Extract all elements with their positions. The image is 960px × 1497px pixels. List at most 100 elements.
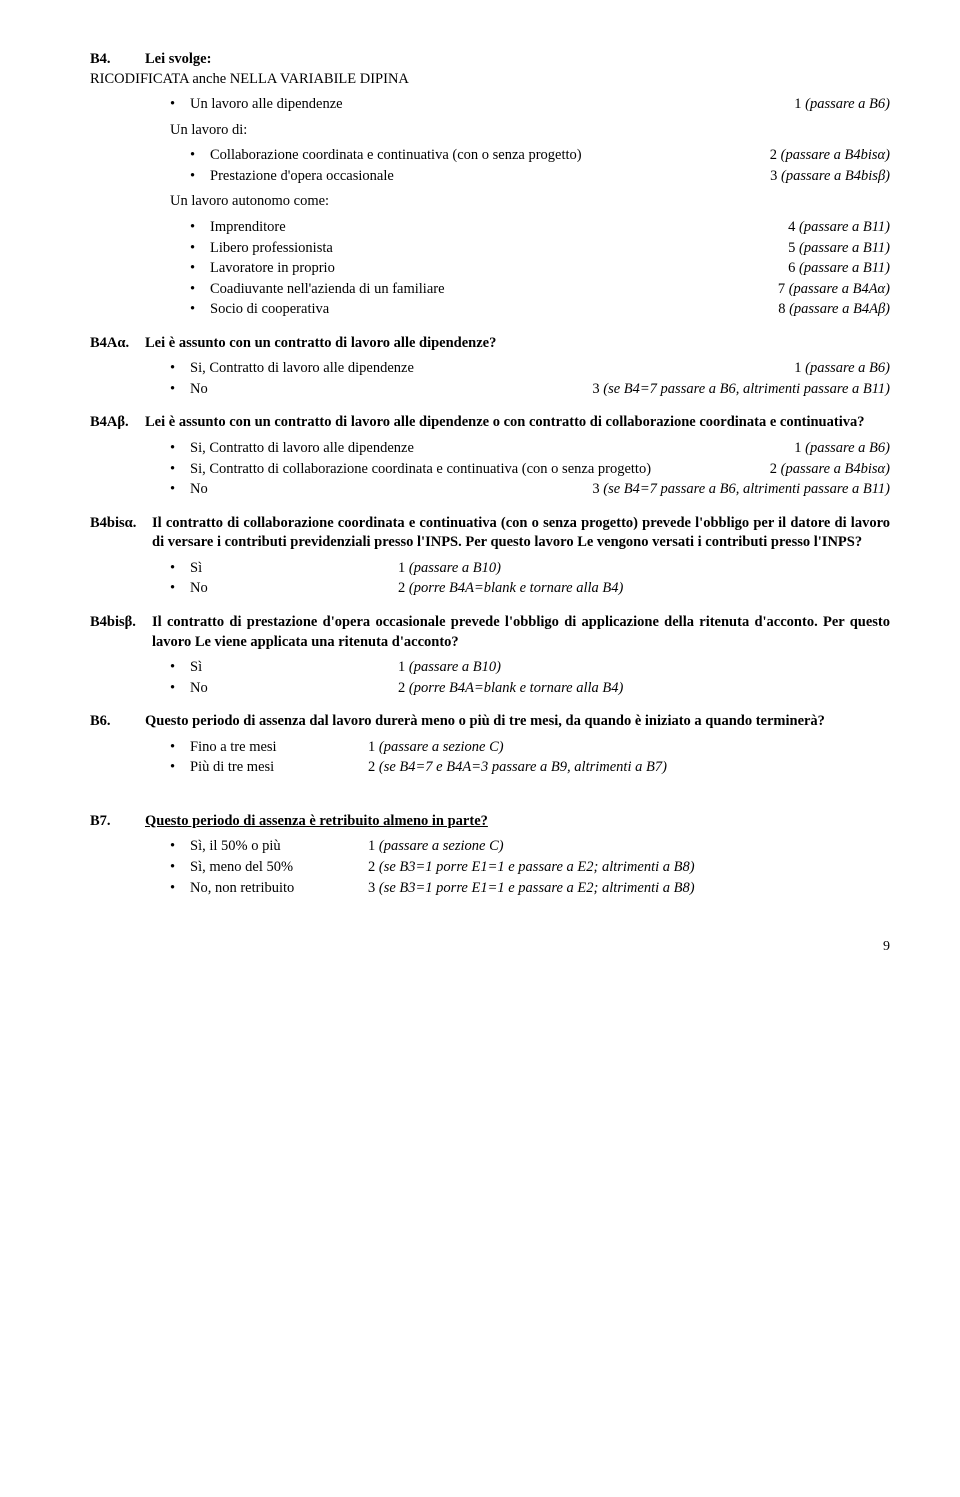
- opt-list: •Fino a tre mesi1 (passare a sezione C) …: [170, 738, 890, 778]
- q-head: B4. Lei svolge:: [90, 50, 890, 70]
- opt-label: Più di tre mesi: [190, 758, 368, 778]
- note: (se B3=1 porre E1=1 e passare a E2; altr…: [379, 859, 695, 875]
- bullet-icon: •: [190, 300, 210, 320]
- bullet-icon: •: [190, 259, 210, 279]
- opt-label: Fino a tre mesi: [190, 738, 368, 758]
- q-code: B4Aα.: [90, 334, 145, 354]
- opt-val: 1 (passare a B6): [794, 359, 890, 379]
- bullet-icon: •: [190, 167, 210, 187]
- bullet-icon: •: [190, 239, 210, 259]
- opt-val: 2 (se B4=7 e B4A=3 passare a B9, altrime…: [368, 758, 667, 778]
- bullet-icon: •: [170, 858, 190, 878]
- num: 1: [794, 96, 801, 112]
- num: 1: [368, 739, 375, 755]
- q-title: Questo periodo di assenza è retribuito a…: [145, 812, 488, 832]
- num: 1: [398, 659, 405, 675]
- opt-label: No: [190, 679, 398, 699]
- opt-lib: •Libero professionista5 (passare a B11): [190, 239, 890, 259]
- q-title: Lei è assunto con un contratto di lavoro…: [145, 334, 496, 354]
- note: (se B4=7 passare a B6, altrimenti passar…: [603, 381, 890, 397]
- num: 3: [592, 481, 599, 497]
- opt-lav: •Lavoratore in proprio6 (passare a B11): [190, 259, 890, 279]
- num: 8: [778, 301, 785, 317]
- opt-val: 1 (passare a sezione C): [368, 738, 504, 758]
- q-title: Il contratto di collaborazione coordinat…: [152, 514, 890, 553]
- bullet-icon: •: [170, 480, 190, 500]
- num: 1: [794, 360, 801, 376]
- opt-val: 2 (se B3=1 porre E1=1 e passare a E2; al…: [368, 858, 695, 878]
- bullet-icon: •: [190, 280, 210, 300]
- opt-coad: •Coadiuvante nell'azienda di un familiar…: [190, 280, 890, 300]
- note: (passare a B4bisα): [781, 461, 890, 477]
- opt-label: Imprenditore: [210, 218, 788, 238]
- note: (se B4=7 passare a B6, altrimenti passar…: [603, 481, 890, 497]
- num: 2: [770, 461, 777, 477]
- opt-val: 3 (se B3=1 porre E1=1 e passare a E2; al…: [368, 879, 695, 899]
- question-b4a-alpha: B4Aα. Lei è assunto con un contratto di …: [90, 334, 890, 400]
- q-head: B4bisα. Il contratto di collaborazione c…: [90, 514, 890, 553]
- q-code: B7.: [90, 812, 145, 832]
- note: (passare a B4bisα): [781, 147, 890, 163]
- num: 2: [398, 580, 405, 596]
- num: 3: [592, 381, 599, 397]
- opt-list: •Sì1 (passare a B10) •No2 (porre B4A=bla…: [170, 559, 890, 599]
- q-title: Lei è assunto con un contratto di lavoro…: [145, 413, 864, 433]
- bullet-icon: •: [170, 359, 190, 379]
- bullet-icon: •: [170, 758, 190, 778]
- opt-label: Si, Contratto di lavoro alle dipendenze: [190, 439, 794, 459]
- opt-label: Sì: [190, 658, 398, 678]
- opt-coll: • Collaborazione coordinata e continuati…: [190, 146, 890, 166]
- opt-label: Sì: [190, 559, 398, 579]
- note: (passare a B4bisβ): [781, 168, 890, 184]
- opt-no: •No2 (porre B4A=blank e tornare alla B4): [170, 579, 890, 599]
- question-b4bis-beta: B4bisβ. Il contratto di prestazione d'op…: [90, 613, 890, 698]
- opt-val: 1 (passare a B6): [794, 439, 890, 459]
- note: (passare a sezione C): [379, 838, 504, 854]
- opt-label: Libero professionista: [210, 239, 788, 259]
- note: (passare a B6): [805, 96, 890, 112]
- opt-label: No: [190, 579, 398, 599]
- num: 4: [788, 219, 795, 235]
- note: (passare a B10): [409, 560, 501, 576]
- opt-label: Prestazione d'opera occasionale: [210, 167, 770, 187]
- note: (passare a B6): [805, 440, 890, 456]
- opt-si: •Sì1 (passare a B10): [170, 658, 890, 678]
- q-head: B4Aα. Lei è assunto con un contratto di …: [90, 334, 890, 354]
- opt-label: No: [190, 380, 592, 400]
- opt-label: Sì, il 50% o più: [190, 837, 368, 857]
- bullet-icon: •: [170, 380, 190, 400]
- opt-no: •No2 (porre B4A=blank e tornare alla B4): [170, 679, 890, 699]
- note: (passare a B11): [799, 260, 890, 276]
- opt-si: •Si, Contratto di lavoro alle dipendenze…: [170, 439, 890, 459]
- opt-label: Collaborazione coordinata e continuativa…: [210, 146, 770, 166]
- opt-label: No: [190, 480, 592, 500]
- num: 2: [368, 759, 375, 775]
- opt-label: Coadiuvante nell'azienda di un familiare: [210, 280, 778, 300]
- note: (passare a B4Aβ): [789, 301, 890, 317]
- opt-no: •No3 (se B4=7 passare a B6, altrimenti p…: [170, 480, 890, 500]
- opt-label: Socio di cooperativa: [210, 300, 778, 320]
- opt-label: Si, Contratto di collaborazione coordina…: [190, 460, 770, 480]
- num: 2: [770, 147, 777, 163]
- opt-list: • Collaborazione coordinata e continuati…: [190, 146, 890, 186]
- q-head: B6. Questo periodo di assenza dal lavoro…: [90, 712, 890, 732]
- opt-val: 1 (passare a B6): [794, 95, 890, 115]
- opt-list: •Si, Contratto di lavoro alle dipendenze…: [170, 359, 890, 399]
- note: (porre B4A=blank e tornare alla B4): [409, 680, 624, 696]
- q-code: B4bisβ.: [90, 613, 152, 652]
- question-b4: B4. Lei svolge: RICODIFICATA anche NELLA…: [90, 50, 890, 320]
- opt-list: •Sì, il 50% o più1 (passare a sezione C)…: [170, 837, 890, 898]
- opt-list: •Imprenditore4 (passare a B11) •Libero p…: [190, 218, 890, 320]
- opt-val: 2 (porre B4A=blank e tornare alla B4): [398, 579, 623, 599]
- bullet-icon: •: [170, 837, 190, 857]
- q-head: B7. Questo periodo di assenza è retribui…: [90, 812, 890, 832]
- opt-si: •Sì1 (passare a B10): [170, 559, 890, 579]
- opt-label: Lavoratore in proprio: [210, 259, 788, 279]
- bullet-icon: •: [170, 95, 190, 115]
- num: 1: [398, 560, 405, 576]
- opt-val: 3 (passare a B4bisβ): [770, 167, 890, 187]
- opt-no: •No, non retribuito3 (se B3=1 porre E1=1…: [170, 879, 890, 899]
- q-head: B4bisβ. Il contratto di prestazione d'op…: [90, 613, 890, 652]
- q-title-wrap: Lei svolge:: [145, 50, 211, 70]
- num: 5: [788, 240, 795, 256]
